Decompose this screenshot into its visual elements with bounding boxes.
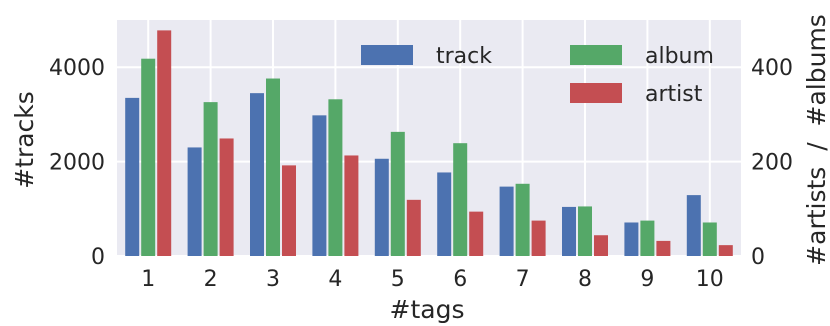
bar-artist-10 xyxy=(718,245,733,256)
x-tick-label: 3 xyxy=(266,267,280,292)
legend-label-artist: artist xyxy=(645,82,703,107)
y-tick-label: 2000 xyxy=(49,151,105,176)
legend-swatch-artist xyxy=(570,83,622,103)
bar-album-2 xyxy=(203,102,218,257)
bar-track-2 xyxy=(187,147,202,256)
bar-artist-3 xyxy=(282,165,296,256)
x-tick-label: 7 xyxy=(516,267,530,292)
bar-album-10 xyxy=(702,222,717,256)
bar-album-8 xyxy=(578,206,592,256)
legend-swatch-album xyxy=(570,45,622,65)
x-tick-label: 5 xyxy=(391,267,405,292)
y-tick-label: 0 xyxy=(91,245,105,270)
bar-artist-9 xyxy=(656,240,671,256)
bar-album-7 xyxy=(515,183,530,256)
x-axis-label: #tags xyxy=(390,295,465,324)
legend-swatch-track xyxy=(361,45,413,65)
right-axis-ticks: 0 200 400 xyxy=(751,56,793,270)
legend-label-track: track xyxy=(436,44,492,69)
bar-album-3 xyxy=(266,78,280,256)
x-tick-label: 10 xyxy=(696,267,724,292)
x-axis-ticks: 1 2 3 4 5 6 7 8 9 10 xyxy=(141,267,724,292)
bar-artist-5 xyxy=(406,199,421,256)
bar-album-5 xyxy=(390,131,405,256)
bar-artist-7 xyxy=(531,220,546,256)
bar-track-9 xyxy=(624,222,639,256)
bar-track-4 xyxy=(312,115,327,257)
bar-track-5 xyxy=(374,158,389,256)
y2-axis-label: #artists / #albums xyxy=(802,14,830,266)
y-axis-label: #tracks xyxy=(10,91,39,189)
y2-tick-label: 0 xyxy=(751,245,765,270)
y-tick-label: 4000 xyxy=(49,56,105,81)
bar-artist-8 xyxy=(594,235,608,256)
x-tick-label: 9 xyxy=(640,267,654,292)
bar-artist-2 xyxy=(219,138,234,256)
y2-tick-label: 400 xyxy=(751,56,793,81)
legend: track album artist xyxy=(361,44,714,107)
bar-track-1 xyxy=(125,97,140,256)
bar-album-9 xyxy=(640,220,655,256)
bar-track-8 xyxy=(562,206,576,256)
bar-track-3 xyxy=(250,93,264,256)
bar-album-1 xyxy=(141,58,156,257)
bar-artist-4 xyxy=(344,155,359,256)
x-tick-label: 2 xyxy=(204,267,218,292)
bar-track-6 xyxy=(437,172,452,256)
bar-artist-1 xyxy=(157,30,172,256)
y2-tick-label: 200 xyxy=(751,151,793,176)
x-tick-label: 1 xyxy=(141,267,155,292)
x-tick-label: 4 xyxy=(328,267,342,292)
bar-album-4 xyxy=(328,99,343,257)
bars xyxy=(125,30,733,257)
left-axis-ticks: 0 2000 4000 xyxy=(49,56,105,270)
bar-track-10 xyxy=(686,195,701,256)
bar-track-7 xyxy=(499,186,514,256)
legend-label-album: album xyxy=(645,44,714,69)
x-tick-label: 6 xyxy=(453,267,467,292)
x-tick-label: 8 xyxy=(578,267,592,292)
bar-artist-6 xyxy=(469,211,484,256)
bar-album-6 xyxy=(453,143,468,256)
